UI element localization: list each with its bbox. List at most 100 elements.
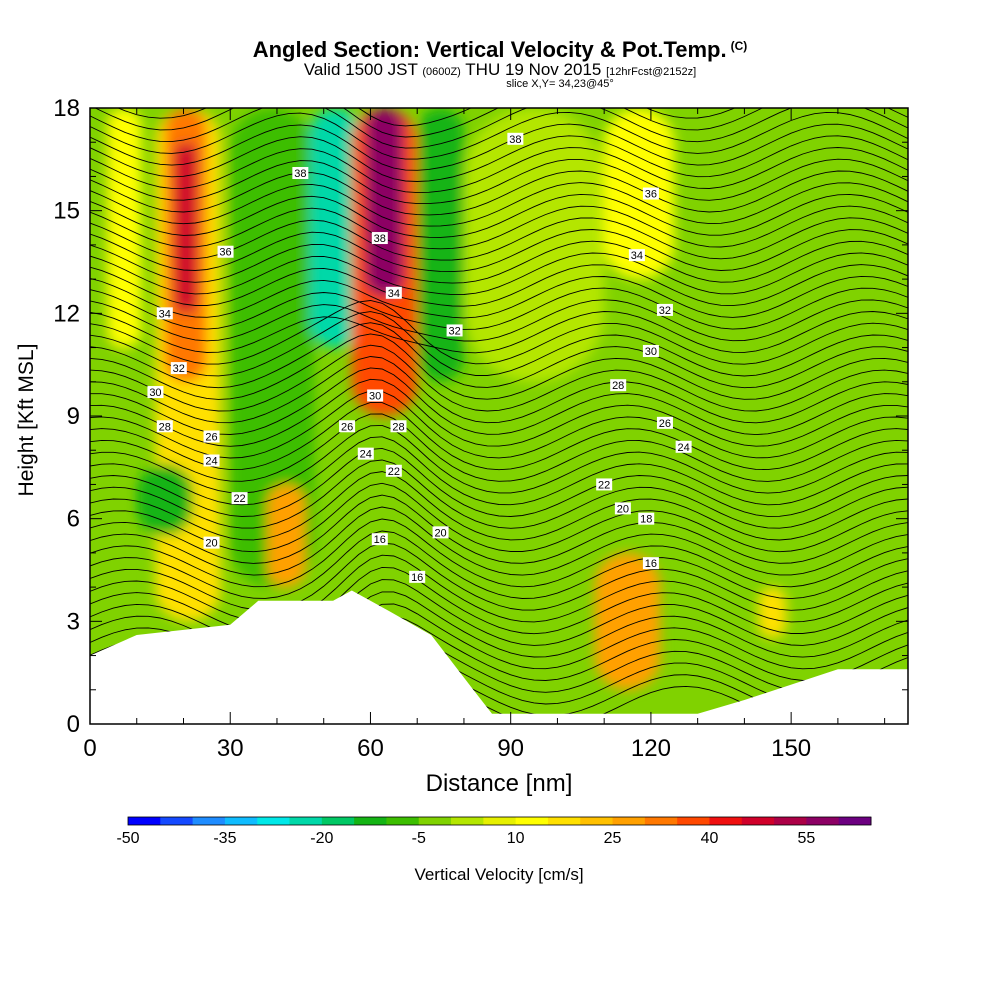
- colorbar-swatch: [515, 817, 549, 825]
- theta-label-box: [656, 303, 673, 316]
- theta-label-box: [596, 478, 613, 491]
- y-tick-label: 6: [67, 506, 80, 533]
- theta-label: 20: [434, 527, 446, 539]
- theta-contour: [90, 436, 908, 506]
- theta-contour: [90, 506, 908, 576]
- theta-label-box: [390, 420, 407, 433]
- theta-contour: [90, 530, 908, 600]
- theta-label-box: [371, 232, 388, 245]
- theta-contour: [90, 300, 908, 365]
- velocity-cell: [309, 108, 362, 348]
- theta-contour: [90, 108, 908, 149]
- theta-label-box: [147, 386, 164, 399]
- theta-contour: [90, 147, 908, 194]
- x-tick-label: 60: [357, 735, 384, 762]
- theta-label-box: [628, 249, 645, 262]
- velocity-cell: [744, 108, 862, 348]
- velocity-cell: [230, 108, 315, 588]
- valid-time-line: Valid 1500 JST (0600Z) THU 19 Nov 2015 […: [0, 60, 1000, 80]
- theta-contour: [90, 193, 908, 238]
- theta-label: 36: [645, 189, 657, 201]
- theta-contour: [90, 299, 908, 342]
- theta-label: 26: [205, 432, 217, 444]
- theta-contour: [90, 471, 908, 541]
- theta-label: 20: [617, 503, 629, 515]
- theta-label: 38: [374, 233, 386, 245]
- theta-contour: [90, 401, 908, 471]
- colorbar-swatch: [321, 817, 355, 825]
- y-tick-label: 0: [67, 711, 80, 738]
- colorbar: -50 -35 -20 -5 10 25 40 55: [116, 816, 872, 847]
- velocity-cell: [174, 142, 198, 314]
- theta-contour: [90, 413, 908, 482]
- theta-contour: [90, 378, 908, 447]
- theta-label-box: [217, 245, 234, 258]
- y-axis-label: Height [Kft MSL]: [15, 344, 38, 497]
- theta-label-box: [231, 492, 248, 505]
- colorbar-swatch: [580, 817, 614, 825]
- theta-label-box: [203, 454, 220, 467]
- theta-contour: [90, 322, 908, 389]
- theta-label: 34: [631, 250, 643, 262]
- theta-contour: [90, 482, 908, 553]
- theta-label-box: [339, 420, 356, 433]
- units-mark: (C): [730, 39, 748, 53]
- theta-contour: [90, 170, 908, 216]
- velocity-cell: [604, 108, 675, 280]
- theta-contour: [90, 459, 908, 529]
- colorbar-swatch: [677, 817, 710, 825]
- colorbar-tick-label: 55: [797, 830, 815, 847]
- theta-label-box: [656, 416, 673, 429]
- theta-contour: [90, 311, 908, 377]
- colorbar-swatch: [644, 817, 678, 825]
- theta-label: 32: [448, 325, 460, 337]
- y-tick-label: 9: [67, 403, 80, 430]
- x-tick-label: 90: [497, 735, 524, 762]
- theta-label-box: [367, 389, 384, 402]
- theta-label: 18: [640, 514, 652, 526]
- colorbar-swatch: [128, 817, 161, 825]
- y-tick-label: 18: [53, 95, 80, 122]
- theta-label: 30: [645, 346, 657, 358]
- x-tick-label: 30: [217, 735, 244, 762]
- theta-contour: [90, 518, 908, 588]
- y-tick-label: 3: [67, 608, 80, 635]
- theta-label-box: [614, 502, 631, 515]
- theta-label-box: [432, 526, 449, 539]
- theta-labels: 38 38 36 36 38 34 34 34 32 32 32 30 30 30 28 28 28 26 26 26…: [147, 132, 692, 584]
- valid-utc: (0600Z): [422, 66, 461, 78]
- theta-label: 34: [388, 288, 400, 300]
- colorbar-swatch: [547, 817, 581, 825]
- theta-contour: [90, 356, 908, 424]
- x-tick-label: 150: [771, 735, 811, 762]
- theta-label: 30: [149, 387, 161, 399]
- theta-contour: [90, 229, 908, 273]
- theta-contour: [90, 333, 908, 400]
- theta-label: 16: [374, 534, 386, 546]
- forecast-info: [12hrFcst@2152z]: [606, 66, 697, 78]
- velocity-cell: [758, 587, 787, 639]
- theta-label: 24: [205, 455, 217, 467]
- theta-contour: [90, 494, 908, 564]
- velocity-field: [90, 108, 862, 724]
- theta-label-box: [203, 430, 220, 443]
- colorbar-tick-label: -20: [310, 830, 333, 847]
- theta-label-box: [409, 570, 426, 583]
- theta-label: 28: [392, 421, 404, 433]
- colorbar-tick-label: 10: [507, 830, 525, 847]
- colorbar-tick-label: -5: [412, 830, 426, 847]
- theta-label-box: [642, 187, 659, 200]
- theta-contour: [90, 367, 908, 436]
- chart-title: Angled Section: Vertical Velocity & Pot.…: [0, 37, 1000, 63]
- theta-label: 38: [294, 168, 306, 180]
- theta-contour: [90, 344, 908, 412]
- theta-contour: [90, 542, 908, 611]
- colorbar-tick-label: 25: [604, 830, 622, 847]
- theta-contour: [90, 424, 908, 494]
- theta-contour: [90, 111, 908, 160]
- colorbar-swatch: [741, 817, 775, 825]
- velocity-cell: [594, 552, 661, 690]
- colorbar-swatch: [709, 817, 743, 825]
- theta-label: 22: [233, 493, 245, 505]
